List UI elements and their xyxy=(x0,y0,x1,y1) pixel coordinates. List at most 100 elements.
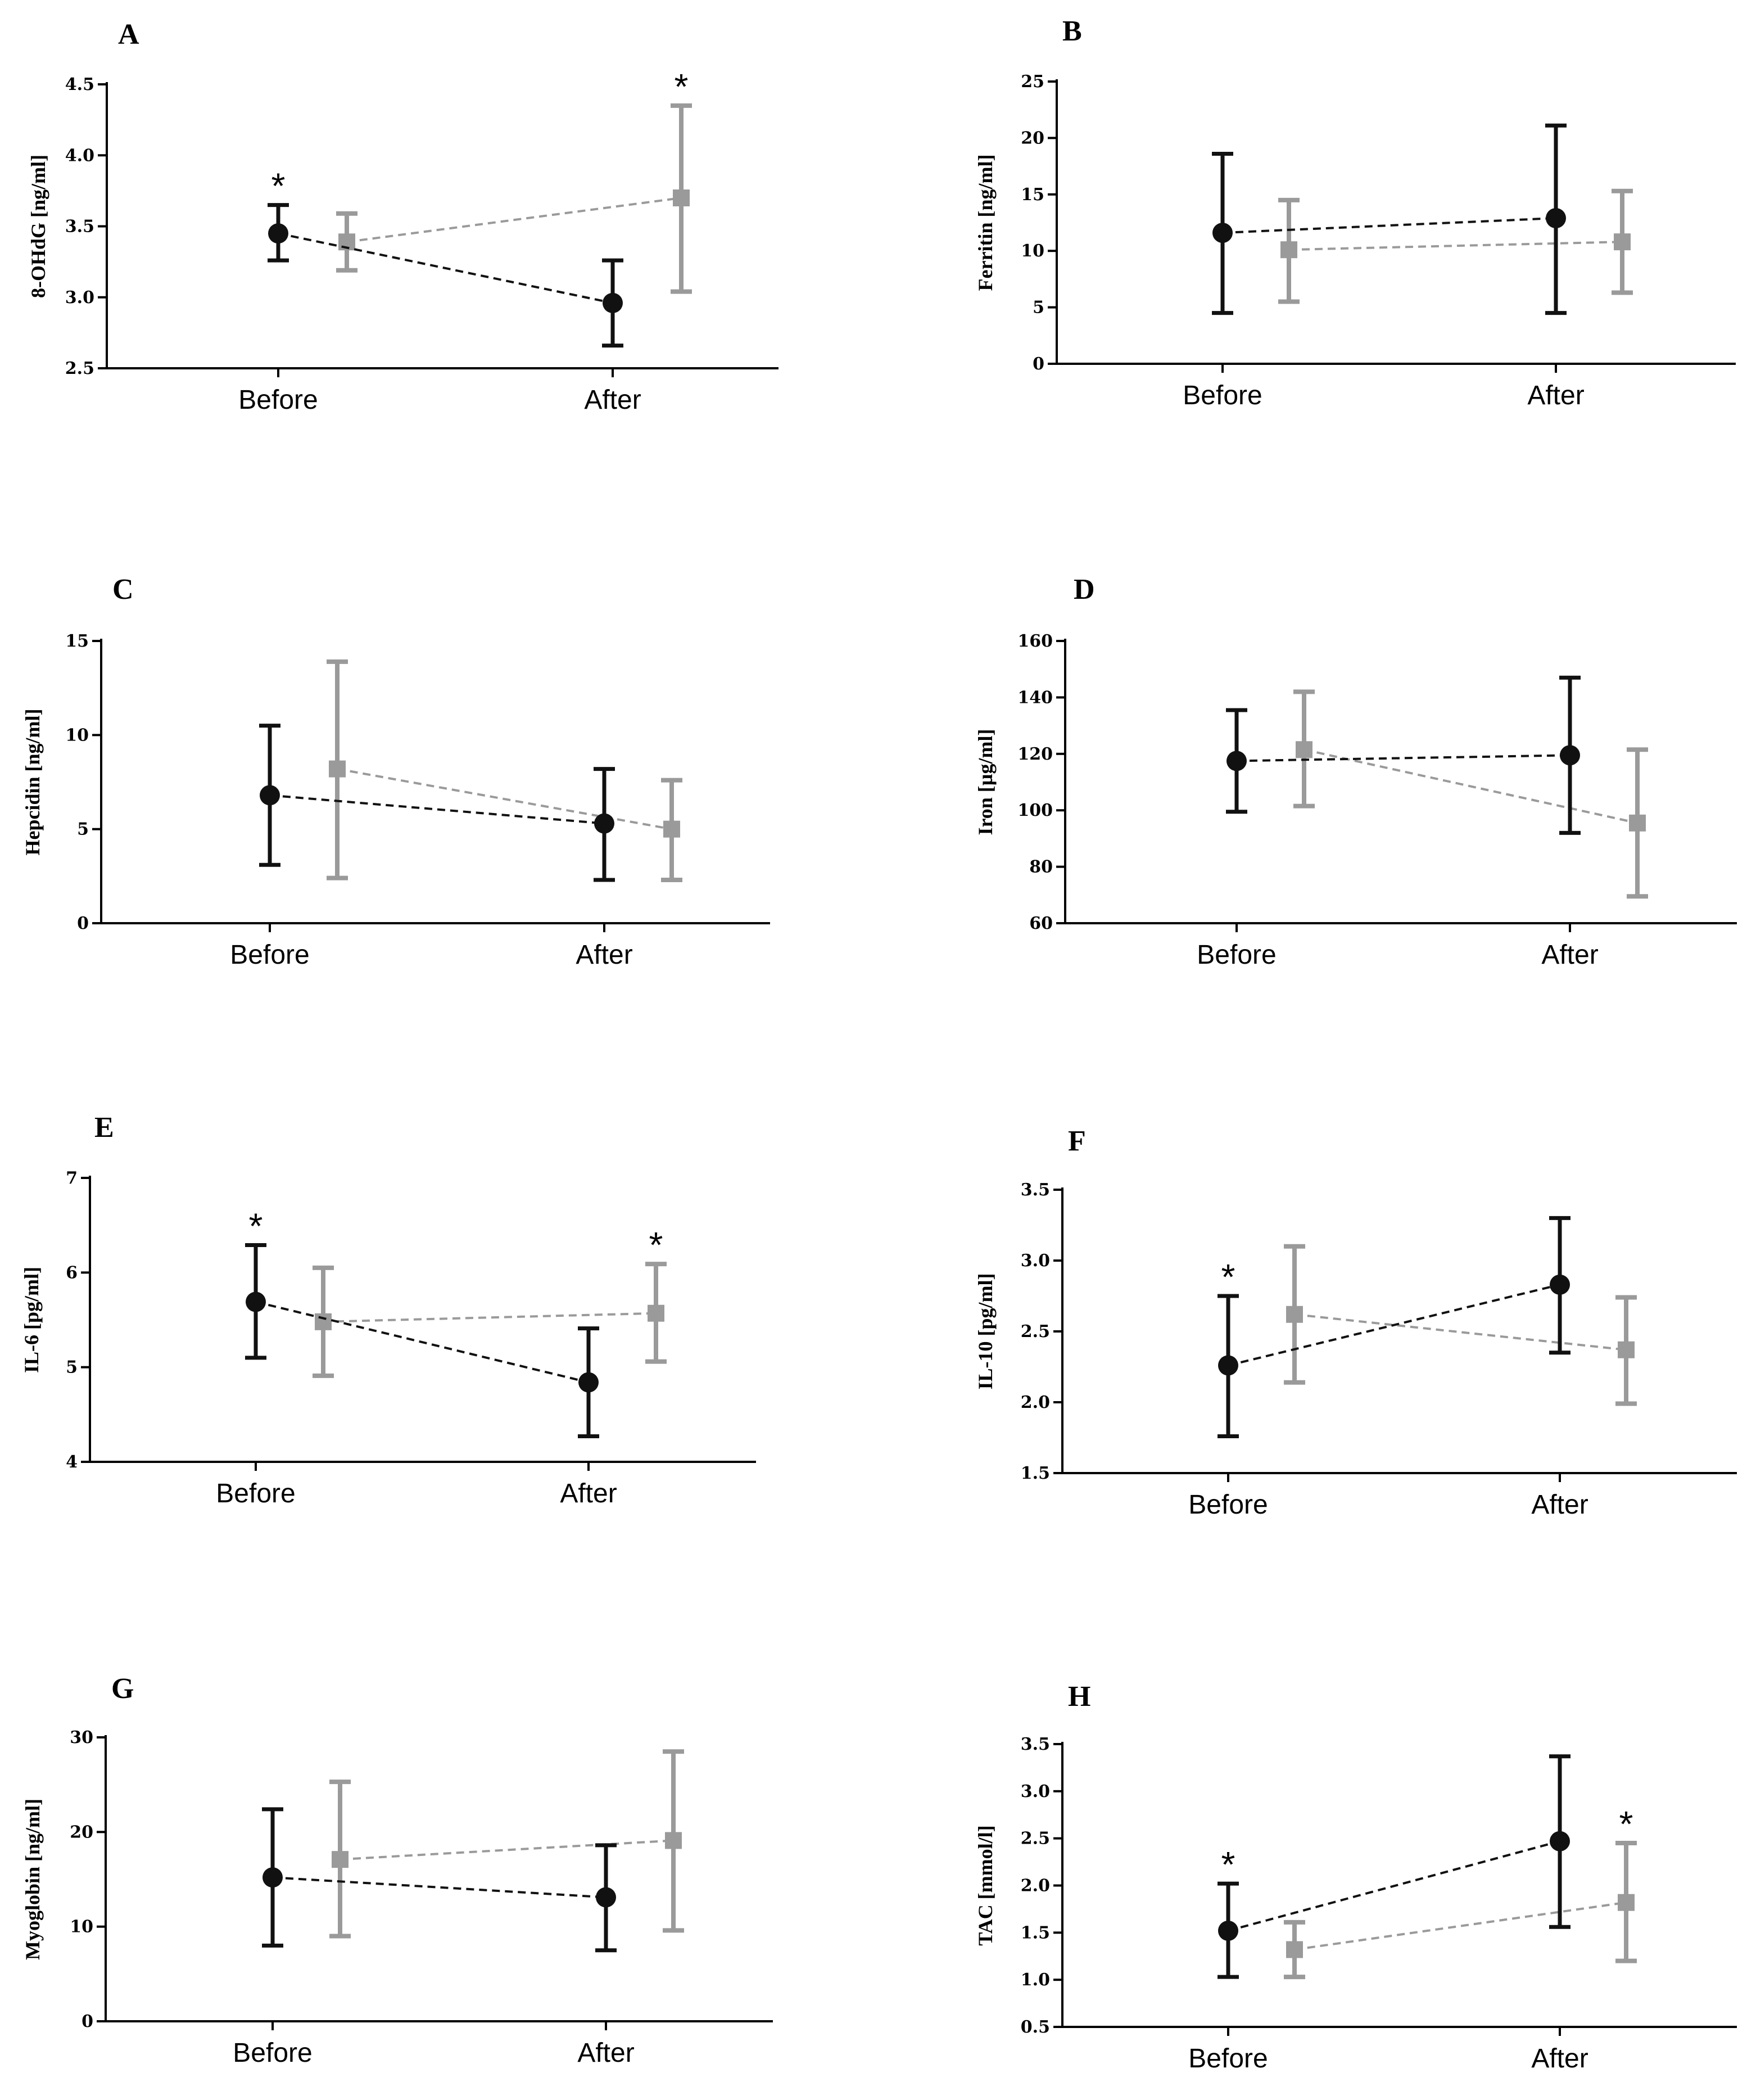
data-point-square xyxy=(665,1832,682,1849)
x-tick-label: Before xyxy=(238,385,318,415)
series-gray: * xyxy=(313,1225,667,1378)
y-tick-label: 30 xyxy=(70,1728,93,1747)
y-tick-label: 1.5 xyxy=(1021,1464,1050,1483)
series-gray: * xyxy=(1284,1804,1637,1980)
panel-f: F 1.5 2.0 2.5 3.0 3.5 Before After IL-10 [pg/ml]… xyxy=(974,1125,1737,1520)
data-point-square xyxy=(1280,241,1297,259)
data-point-square xyxy=(332,1851,349,1868)
series-line-gray xyxy=(1304,748,1638,824)
y-tick-label: 80 xyxy=(1029,857,1053,877)
x-tick-label: Before xyxy=(216,1479,295,1509)
data-point-circle xyxy=(596,1887,616,1908)
panel-letter: E xyxy=(94,1112,114,1144)
series-gray: * xyxy=(336,66,692,294)
y-tick-label: 10 xyxy=(65,725,89,745)
series-line-black xyxy=(1228,1283,1560,1367)
x-tick-label: After xyxy=(1527,381,1584,410)
series-line-black xyxy=(1236,754,1571,762)
data-point-circle xyxy=(246,1291,266,1312)
y-tick-label: 2.5 xyxy=(65,359,94,378)
data-point-square xyxy=(673,189,690,206)
data-point-square xyxy=(1629,814,1646,832)
data-point-circle xyxy=(262,1867,283,1888)
y-tick-label: 2.0 xyxy=(1021,1393,1050,1412)
significance-star: * xyxy=(649,1225,663,1265)
y-tick-label: 0 xyxy=(77,914,89,933)
y-tick-label: 4.5 xyxy=(65,75,94,94)
significance-star: * xyxy=(249,1206,263,1247)
x-tick-label: Before xyxy=(1188,1490,1268,1520)
y-axis-label: Hepcidin [ng/ml] xyxy=(21,708,44,855)
panel-h: H 0.5 1.0 1.5 2.0 2.5 3.0 3.5 Before After TAC [mm… xyxy=(974,1681,1737,2074)
panel-letter: F xyxy=(1068,1125,1086,1157)
data-point-circle xyxy=(1218,1355,1238,1376)
y-tick-label: 140 xyxy=(1017,688,1053,707)
y-tick-label: 2.5 xyxy=(1021,1829,1050,1849)
series-gray xyxy=(327,659,682,883)
y-tick-label: 15 xyxy=(65,631,89,651)
data-point-square xyxy=(648,1304,664,1322)
y-tick-label: 3.5 xyxy=(65,217,94,237)
series-line-gray xyxy=(1288,241,1623,251)
x-tick-label: After xyxy=(584,385,641,415)
x-tick-label: Before xyxy=(1183,381,1262,410)
data-point-circle xyxy=(1560,745,1580,766)
panel-g: G 0 10 20 30 Before After Myoglobin [ng/ml] xyxy=(21,1673,773,2068)
data-point-square xyxy=(1618,1894,1635,1911)
data-point-circle xyxy=(1218,1920,1238,1941)
x-tick-label: After xyxy=(1541,940,1598,970)
series-gray xyxy=(1284,1244,1637,1406)
significance-star: * xyxy=(1619,1804,1633,1844)
y-tick-label: 1.0 xyxy=(1021,1970,1050,1990)
series-line-gray xyxy=(1294,1901,1627,1951)
y-axis-label: Ferritin [ng/ml] xyxy=(974,155,997,291)
panel-letter: A xyxy=(118,19,139,51)
data-point-circle xyxy=(260,785,280,806)
panel-d: D 60 80 100 120 140 160 Before After Iron [µg/ml] xyxy=(974,573,1737,970)
data-point-circle xyxy=(1546,207,1566,228)
y-tick-label: 5 xyxy=(66,1358,78,1378)
series-black xyxy=(262,1807,617,1953)
y-tick-label: 2.0 xyxy=(1021,1876,1050,1896)
y-axis-label: IL-6 [pg/ml] xyxy=(20,1267,43,1373)
x-tick-label: Before xyxy=(1188,2044,1268,2074)
y-tick-label: 5 xyxy=(1033,298,1044,318)
data-point-square xyxy=(1618,1341,1635,1358)
x-tick-label: After xyxy=(1531,2044,1588,2074)
y-tick-label: 160 xyxy=(1017,631,1053,651)
data-point-circle xyxy=(1550,1274,1570,1295)
series-gray xyxy=(1278,188,1633,304)
data-point-square xyxy=(315,1313,332,1330)
series-black xyxy=(1226,675,1581,835)
y-tick-label: 25 xyxy=(1021,72,1044,92)
y-axis-label: Myoglobin [ng/ml] xyxy=(21,1799,44,1960)
series-black: * xyxy=(268,166,623,348)
y-tick-label: 0 xyxy=(82,2012,93,2031)
series-gray xyxy=(329,1749,684,1939)
series-black xyxy=(1212,123,1567,315)
y-tick-label: 3.0 xyxy=(1021,1782,1050,1801)
data-point-circle xyxy=(1226,751,1247,771)
data-point-square xyxy=(1614,233,1631,251)
y-tick-label: 7 xyxy=(66,1168,78,1188)
y-axis-label: 8-OHdG [ng/ml] xyxy=(27,155,49,298)
series-line-black xyxy=(1228,1840,1560,1932)
series-line-black xyxy=(278,232,613,304)
series-line-gray xyxy=(340,1839,674,1861)
y-tick-label: 3.0 xyxy=(65,288,94,308)
series-line-black xyxy=(269,794,605,825)
y-tick-label: 10 xyxy=(1021,241,1044,261)
series-line-gray xyxy=(346,197,682,243)
x-tick-label: After xyxy=(1531,1490,1588,1520)
panel-c: C 0 5 10 15 Before After Hepcidin [ng/ml] xyxy=(21,573,770,970)
series-black: * xyxy=(245,1206,599,1439)
series-black: * xyxy=(1218,1754,1571,1979)
data-point-circle xyxy=(594,813,614,834)
panel-letter: D xyxy=(1074,573,1095,606)
x-tick-label: After xyxy=(576,940,632,970)
y-tick-label: 0 xyxy=(1033,354,1044,374)
data-point-square xyxy=(663,820,680,838)
significance-star: * xyxy=(675,66,689,107)
y-tick-label: 2.5 xyxy=(1021,1322,1050,1342)
